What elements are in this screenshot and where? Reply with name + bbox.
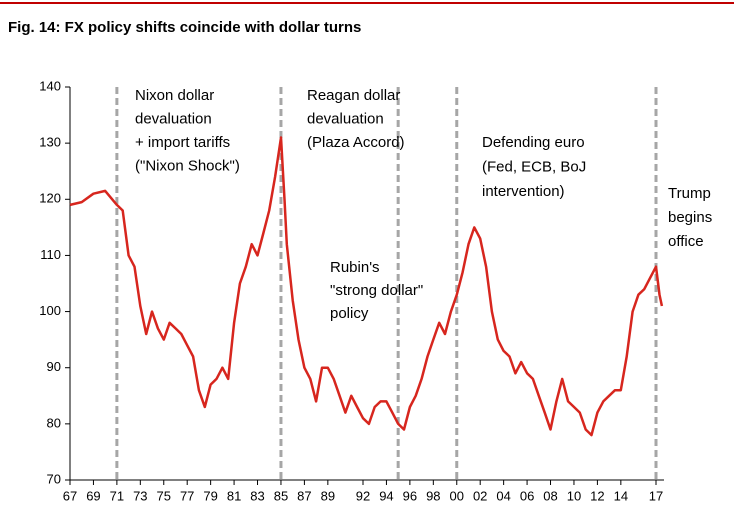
- x-tick-label: 06: [520, 488, 534, 503]
- y-tick-label: 70: [47, 471, 61, 486]
- x-tick-label: 75: [157, 488, 171, 503]
- x-tick-label: 89: [321, 488, 335, 503]
- x-tick-label: 92: [356, 488, 370, 503]
- x-tick-label: 04: [496, 488, 510, 503]
- x-tick-label: 67: [63, 488, 77, 503]
- annotation: "strong dollar": [330, 282, 423, 299]
- y-tick-label: 110: [40, 247, 61, 262]
- y-tick-label: 140: [39, 78, 61, 93]
- x-tick-label: 12: [590, 488, 604, 503]
- x-tick-label: 94: [379, 488, 393, 503]
- x-tick-label: 14: [614, 488, 628, 503]
- x-tick-label: 79: [203, 488, 217, 503]
- annotation: Trump: [668, 185, 711, 202]
- annotation: devaluation: [135, 110, 212, 127]
- annotation: (Fed, ECB, BoJ: [482, 158, 586, 175]
- x-tick-label: 85: [274, 488, 288, 503]
- y-tick-label: 120: [39, 191, 61, 206]
- x-tick-label: 08: [543, 488, 557, 503]
- x-tick-label: 81: [227, 488, 241, 503]
- annotation: policy: [330, 305, 369, 322]
- x-tick-label: 98: [426, 488, 440, 503]
- annotation: intervention): [482, 183, 565, 200]
- annotation: Rubin's: [330, 259, 380, 276]
- x-tick-label: 69: [86, 488, 100, 503]
- annotation: begins: [668, 209, 712, 226]
- annotation: Reagan dollar: [307, 87, 400, 104]
- y-tick-label: 130: [39, 135, 61, 150]
- x-tick-label: 71: [110, 488, 124, 503]
- y-tick-label: 80: [47, 415, 61, 430]
- annotation: devaluation: [307, 110, 384, 127]
- x-tick-label: 87: [297, 488, 311, 503]
- annotation: Nixon dollar: [135, 87, 214, 104]
- annotation: Defending euro: [482, 134, 585, 151]
- y-tick-label: 100: [39, 303, 61, 318]
- annotation: (Plaza Accord): [307, 134, 405, 151]
- y-tick-label: 90: [47, 359, 61, 374]
- chart-title: Fig. 14: FX policy shifts coincide with …: [8, 19, 361, 36]
- x-tick-label: 77: [180, 488, 194, 503]
- x-tick-label: 73: [133, 488, 147, 503]
- x-tick-label: 02: [473, 488, 487, 503]
- x-tick-label: 96: [403, 488, 417, 503]
- line-series: [69, 136, 664, 437]
- annotation: + import tariffs: [135, 134, 230, 151]
- x-tick-label: 83: [250, 488, 264, 503]
- annotation: office: [668, 233, 704, 250]
- x-tick-label: 17: [649, 488, 663, 503]
- x-tick-label: 00: [450, 488, 464, 503]
- annotation: ("Nixon Shock"): [135, 157, 240, 174]
- x-tick-label: 10: [567, 488, 581, 503]
